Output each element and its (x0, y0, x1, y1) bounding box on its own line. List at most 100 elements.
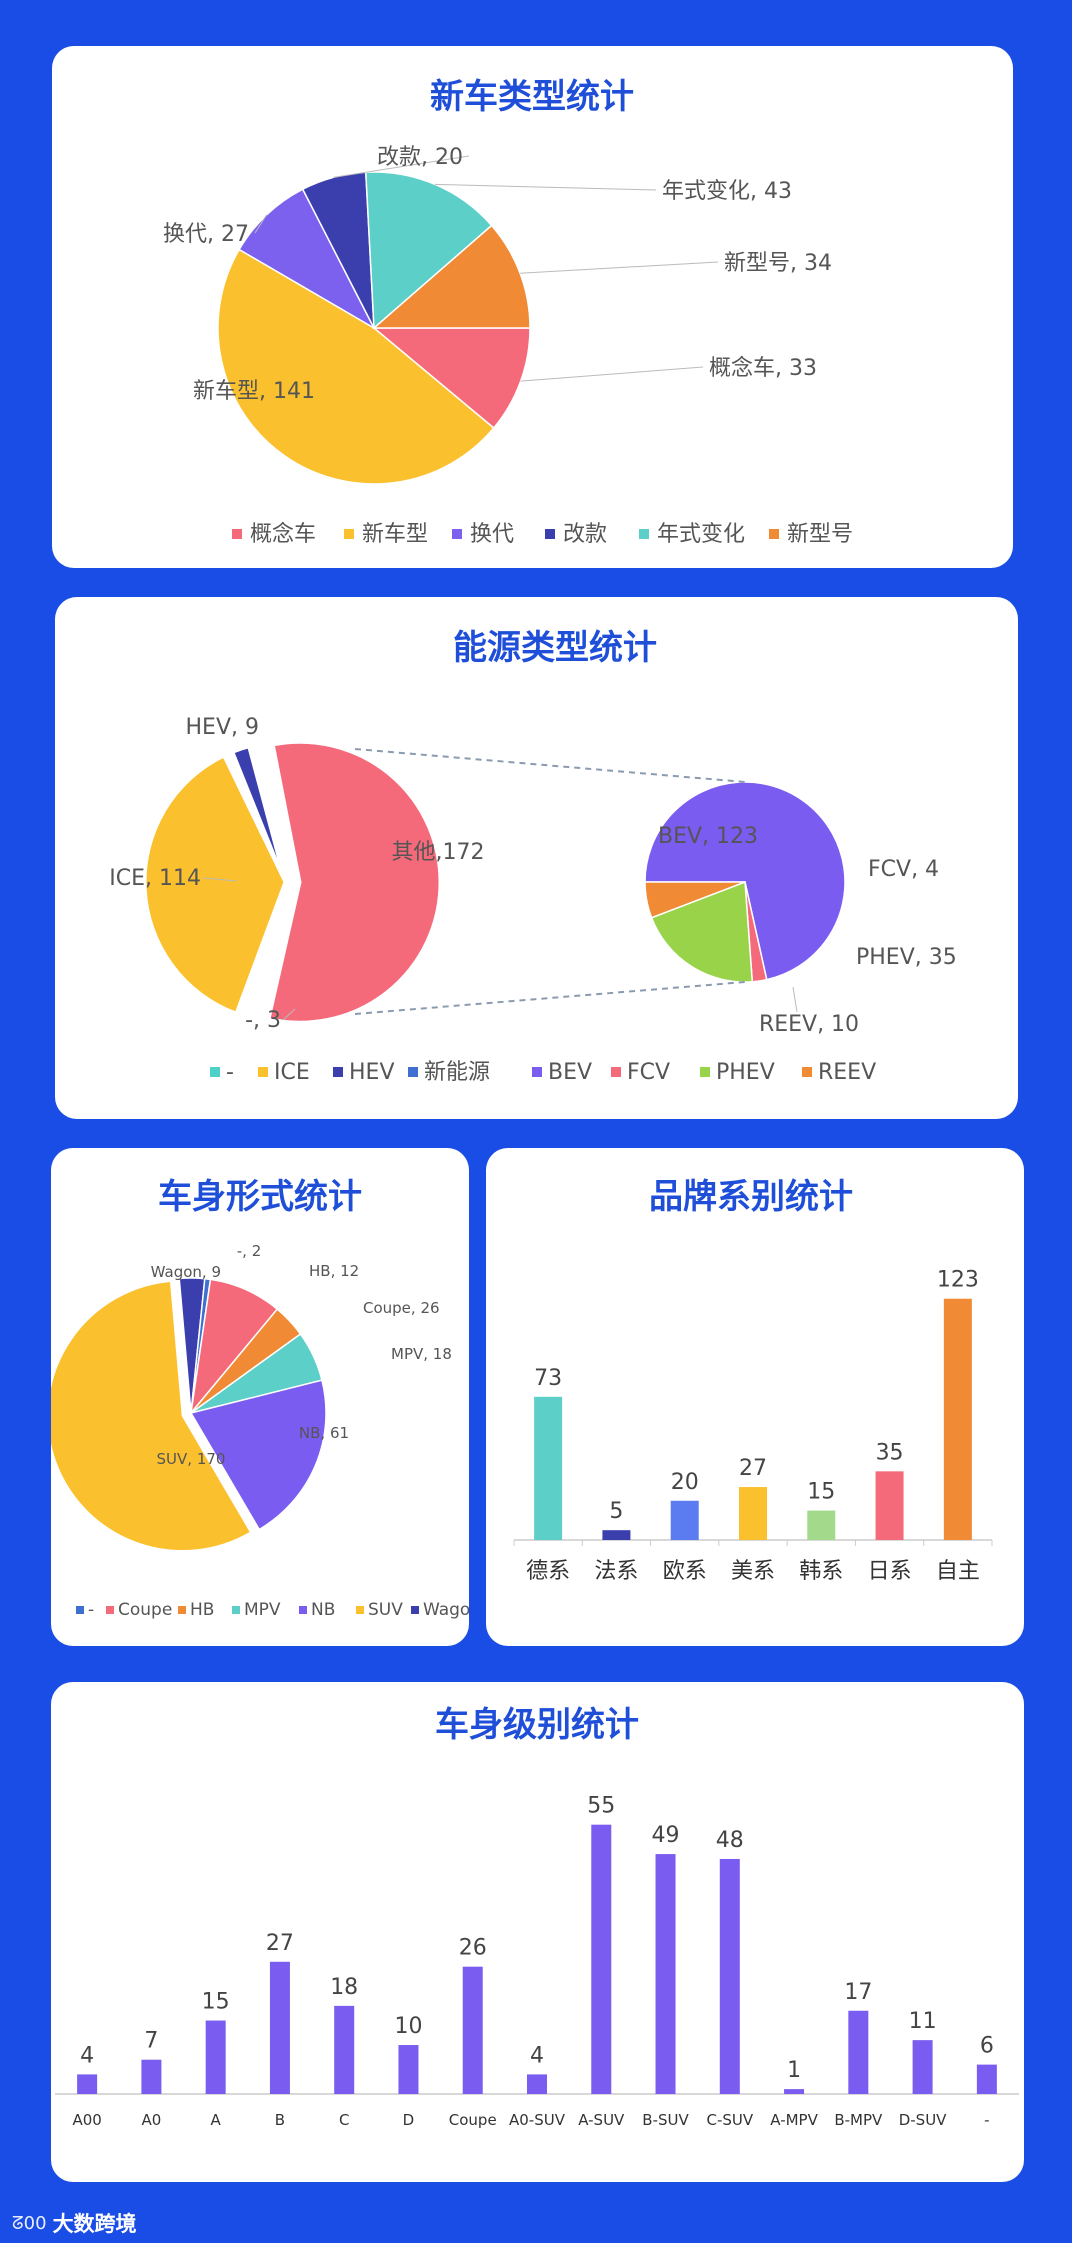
bar-value-label: 73 (534, 1366, 562, 1391)
bar-value-label: 27 (739, 1456, 767, 1481)
legend-label: PHEV (716, 1060, 775, 1085)
category-label: A (211, 2111, 222, 2129)
legend-swatch (178, 1606, 186, 1614)
bar-value-label: 5 (609, 1499, 623, 1524)
category-label: 法系 (594, 1559, 638, 1584)
sub-pie-slice-0 (644, 781, 846, 981)
legend-swatch (232, 529, 242, 539)
logo-mark: ᘔ00 (12, 2212, 47, 2234)
bar (334, 2005, 355, 2094)
bar (976, 2064, 997, 2094)
legend-swatch (611, 1067, 621, 1077)
main-pie-slice-3 (230, 744, 287, 883)
bar-value-label: 17 (844, 1980, 872, 2005)
bar (141, 2059, 162, 2094)
legend-swatch (76, 1606, 84, 1614)
card-new-car-type: 新车类型统计 概念车, 33 新车型, 141 换代, 27 改款, 20 年式变化, … (52, 46, 1013, 568)
legend-label: BEV (548, 1060, 592, 1085)
card-energy-type: 能源类型统计 HEV, 9 ICE, 114 其他,172 -, 3 BEV, 123 F… (55, 597, 1018, 1119)
leader-line (520, 366, 704, 382)
pie-slice-4 (364, 171, 493, 330)
chart-title: 车身形式统计 (158, 1177, 362, 1217)
bar (848, 2010, 869, 2094)
data-label: 年式变化, 43 (662, 179, 792, 204)
legend-label: 概念车 (250, 522, 316, 547)
category-label: 欧系 (663, 1559, 707, 1584)
main-pie-slice-0 (267, 740, 442, 1024)
brand-origin-bar-chart: 品牌系别统计 73 德系 5 法系 20 欧系 27 美系 15 韩系 35 日系 123 自主 (513, 1177, 993, 1584)
card-body-style: 车身形式统计 -, 2 HB, 12 Coupe, 26 MPV, 18 NB, 61 S… (51, 1148, 469, 1646)
bar-value-label: 20 (671, 1470, 699, 1495)
legend-label: HEV (349, 1060, 395, 1085)
bar (398, 2045, 419, 2094)
legend-swatch (545, 529, 555, 539)
leader-line (254, 214, 268, 234)
legend-swatch (532, 1067, 542, 1077)
data-label: Coupe, 26 (363, 1299, 440, 1317)
bar-value-label: 11 (909, 2009, 937, 2034)
legend-swatch (258, 1067, 268, 1077)
data-label: 概念车, 33 (709, 356, 817, 381)
category-label: A0-SUV (509, 2111, 566, 2129)
legend-label: REEV (818, 1060, 876, 1085)
category-label: C-SUV (706, 2111, 753, 2129)
data-label: 改款, 20 (377, 145, 463, 170)
legend-swatch (452, 529, 462, 539)
data-label: FCV, 4 (868, 857, 939, 882)
main-pie-slice-2 (143, 754, 287, 1016)
bar (655, 1854, 676, 2094)
category-label: A0 (141, 2111, 161, 2129)
bar-value-label: 123 (937, 1268, 979, 1293)
category-label: A-SUV (578, 2111, 625, 2129)
legend-label: - (226, 1060, 234, 1085)
category-label: B-SUV (642, 2111, 689, 2129)
data-label: MPV, 18 (391, 1345, 452, 1363)
bar (875, 1471, 904, 1540)
body-style-pie-chart: 车身形式统计 -, 2 HB, 12 Coupe, 26 MPV, 18 NB, 61 S… (51, 1177, 469, 1620)
legend-label: FCV (627, 1060, 670, 1085)
legend-label: Wagon (423, 1600, 469, 1620)
bar-value-label: 4 (80, 2043, 94, 2068)
legend-swatch (700, 1067, 710, 1077)
legend-swatch (299, 1606, 307, 1614)
bar-value-label: 48 (716, 1828, 744, 1853)
legend-label: Coupe (118, 1600, 172, 1620)
category-label: 自主 (936, 1559, 980, 1584)
bar (719, 1858, 740, 2094)
legend-label: ICE (274, 1060, 310, 1085)
legend-swatch (769, 529, 779, 539)
bar-value-label: 1 (787, 2058, 801, 2083)
bar-value-label: 49 (652, 1823, 680, 1848)
legend-label: MPV (244, 1600, 281, 1620)
connector-line (354, 981, 746, 1015)
data-label: ICE, 114 (109, 866, 201, 891)
bar-value-label: 35 (876, 1440, 904, 1465)
leader-line (202, 877, 238, 882)
bar (462, 1966, 483, 2094)
legend-swatch (356, 1606, 364, 1614)
data-label: SUV, 170 (157, 1450, 226, 1468)
legend-swatch (639, 529, 649, 539)
legend-swatch (802, 1067, 812, 1077)
leader-line (792, 986, 798, 1013)
bar-value-label: 55 (587, 1794, 615, 1819)
bar-value-label: 27 (266, 1931, 294, 1956)
bar (591, 1824, 612, 2094)
category-label: B (275, 2111, 285, 2129)
data-label: 其他,172 (392, 840, 485, 865)
legend-swatch (210, 1067, 220, 1077)
legend-label: 新型号 (787, 522, 853, 547)
card-body-class: 车身级别统计 4 A00 7 A0 15 A 27 B 18 C 10 D 26 Coupe 4 A0-SUV… (51, 1682, 1024, 2182)
leader-line (282, 1008, 296, 1021)
category-label: A00 (72, 2111, 101, 2129)
data-label: -, 2 (237, 1242, 262, 1260)
legend-swatch (411, 1606, 419, 1614)
legend-swatch (232, 1606, 240, 1614)
category-label: D (403, 2111, 415, 2129)
pie-slice-1 (217, 248, 495, 485)
category-label: - (984, 2111, 989, 2129)
chart-title: 车身级别统计 (435, 1705, 639, 1745)
leader-line (520, 261, 719, 274)
bar (269, 1961, 290, 2094)
data-label: PHEV, 35 (856, 945, 957, 970)
